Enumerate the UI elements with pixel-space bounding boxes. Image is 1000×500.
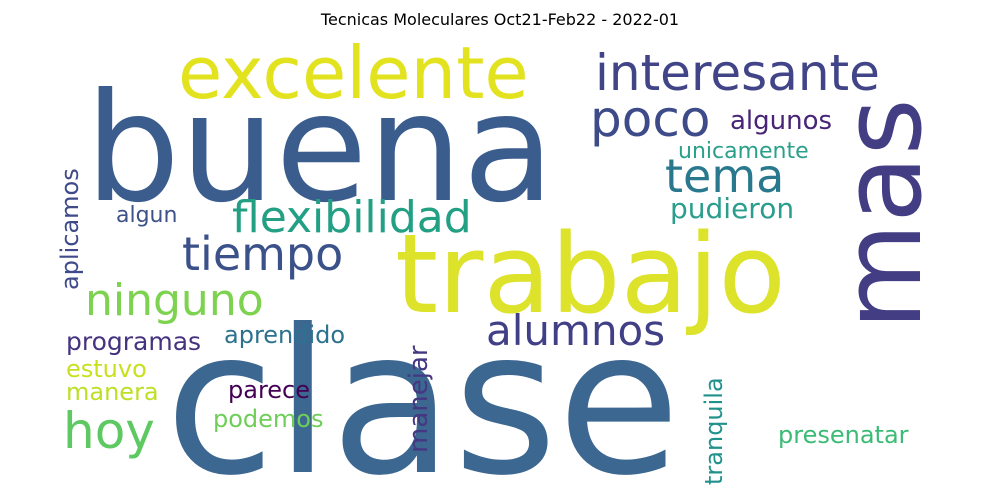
word-pudieron: pudieron — [670, 192, 794, 225]
word-interesante: interesante — [595, 44, 880, 102]
word-tiempo: tiempo — [182, 227, 343, 281]
word-mas: mas — [818, 98, 946, 330]
word-aplicamos: aplicamos — [56, 168, 84, 290]
word-buena: buena — [85, 62, 555, 236]
word-parece: parece — [228, 376, 310, 404]
word-unicamente: unicamente — [678, 139, 809, 164]
word-tranquila: tranquila — [700, 377, 728, 485]
chart-title: Tecnicas Moleculares Oct21-Feb22 - 2022-… — [320, 10, 680, 29]
word-excelente: excelente — [178, 31, 529, 115]
word-algun: algun — [116, 203, 177, 228]
word-flexibilidad: flexibilidad — [232, 192, 472, 243]
word-aprendido: aprendido — [224, 321, 345, 349]
word-alumnos: alumnos — [486, 306, 665, 355]
word-poco: poco — [590, 90, 710, 148]
word-podemos: podemos — [213, 405, 323, 433]
word-algunos: algunos — [730, 106, 832, 136]
word-presenatar: presenatar — [778, 421, 909, 449]
word-estuvo: estuvo — [66, 355, 147, 383]
word-hoy: hoy — [63, 402, 155, 460]
word-clase: clase — [165, 287, 680, 500]
word-programas: programas — [66, 327, 201, 356]
word-manejar: manejar — [404, 345, 434, 453]
word-tema: tema — [665, 149, 784, 203]
word-manera: manera — [66, 378, 159, 406]
word-trabajo: trabajo — [395, 210, 786, 338]
word-ninguno: ninguno — [85, 275, 264, 326]
